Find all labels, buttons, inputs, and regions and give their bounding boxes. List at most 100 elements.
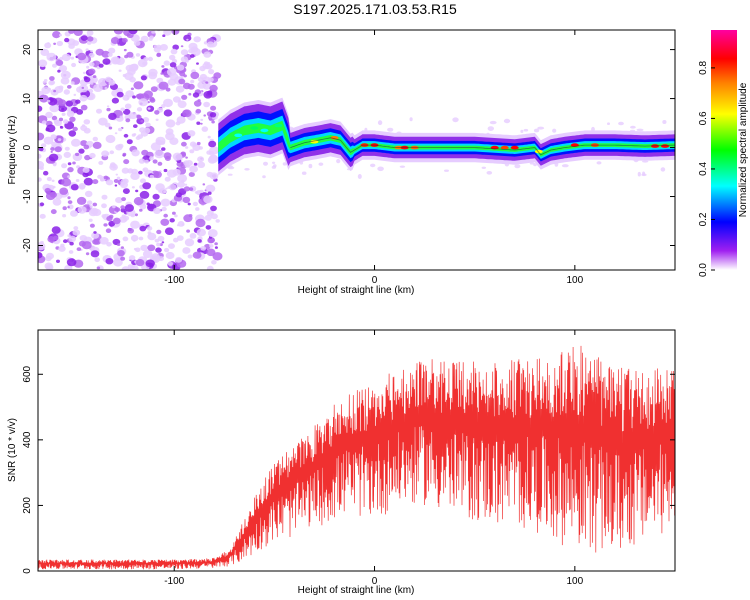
noise-blob bbox=[103, 223, 108, 227]
noise-blob bbox=[211, 260, 217, 265]
noise-blob bbox=[38, 105, 43, 112]
noise-blob bbox=[121, 197, 126, 202]
noise-blob bbox=[208, 77, 214, 82]
colorbar-tick-label: 0.0 bbox=[698, 263, 709, 277]
noise-blob bbox=[489, 120, 497, 125]
noise-blob bbox=[83, 177, 94, 186]
noise-blob bbox=[169, 73, 179, 81]
noise-blob bbox=[120, 179, 127, 185]
noise-blob bbox=[185, 156, 188, 159]
noise-blob bbox=[204, 61, 209, 65]
noise-blob bbox=[105, 76, 112, 83]
noise-blob bbox=[118, 69, 122, 72]
noise-blob bbox=[63, 239, 68, 244]
noise-blob bbox=[153, 207, 161, 214]
noise-blob bbox=[81, 124, 86, 127]
noise-blob bbox=[105, 258, 114, 265]
noise-blob bbox=[206, 248, 216, 257]
noise-blob bbox=[67, 162, 72, 166]
noise-blob bbox=[48, 153, 59, 162]
noise-blob bbox=[487, 126, 494, 131]
ridge-hotspot bbox=[510, 145, 519, 150]
noise-blob bbox=[147, 56, 153, 62]
noise-blob bbox=[177, 181, 185, 188]
noise-blob bbox=[133, 124, 138, 128]
noise-blob bbox=[89, 223, 95, 228]
noise-blob bbox=[86, 206, 91, 209]
noise-blob bbox=[123, 108, 131, 115]
noise-blob bbox=[43, 79, 48, 82]
noise-blob bbox=[59, 126, 64, 129]
noise-blob bbox=[38, 251, 43, 259]
noise-blob bbox=[180, 45, 184, 48]
noise-blob bbox=[61, 112, 66, 117]
noise-blob bbox=[263, 161, 268, 166]
noise-blob bbox=[54, 146, 62, 153]
noise-blob bbox=[56, 259, 60, 263]
noise-blob bbox=[49, 76, 55, 81]
noise-blob bbox=[114, 207, 121, 213]
noise-blob bbox=[113, 258, 123, 267]
noise-blob bbox=[53, 235, 59, 241]
noise-blob bbox=[185, 160, 193, 167]
noise-blob bbox=[106, 105, 110, 108]
noise-blob bbox=[50, 150, 53, 153]
noise-blob bbox=[204, 214, 212, 221]
noise-blob bbox=[188, 172, 195, 177]
noise-blob bbox=[64, 146, 70, 151]
noise-blob bbox=[103, 175, 109, 180]
noise-blob bbox=[135, 189, 139, 193]
colorbar-tick-label: 0.8 bbox=[698, 61, 709, 75]
noise-blob bbox=[163, 98, 173, 108]
noise-blob bbox=[193, 162, 198, 166]
noise-blob bbox=[205, 225, 212, 230]
noise-blob bbox=[105, 179, 114, 186]
noise-blob bbox=[175, 256, 183, 263]
noise-blob bbox=[101, 203, 107, 209]
noise-blob bbox=[122, 236, 129, 242]
noise-blob bbox=[142, 168, 146, 171]
noise-blob bbox=[86, 36, 94, 42]
y-tick-label: 0 bbox=[22, 568, 33, 574]
noise-blob bbox=[110, 37, 120, 44]
noise-blobs bbox=[38, 30, 668, 270]
x-tick-label: 0 bbox=[372, 275, 378, 286]
noise-blob bbox=[85, 48, 89, 51]
noise-blob bbox=[92, 60, 101, 68]
spectrogram-marks bbox=[38, 30, 675, 270]
noise-blob bbox=[101, 150, 109, 157]
noise-blob bbox=[197, 156, 205, 163]
noise-blob bbox=[65, 100, 74, 107]
noise-blob bbox=[163, 60, 170, 66]
ridge-green-band bbox=[218, 120, 675, 157]
colorbar-tick-label: 0.4 bbox=[698, 162, 709, 176]
noise-blob bbox=[120, 205, 125, 210]
noise-blob bbox=[172, 211, 176, 215]
noise-blob bbox=[147, 244, 156, 252]
noise-blob bbox=[89, 152, 96, 159]
noise-blob bbox=[117, 43, 121, 46]
noise-blob bbox=[192, 251, 202, 259]
noise-blob bbox=[200, 118, 204, 121]
noise-blob bbox=[72, 126, 78, 132]
noise-blob bbox=[176, 235, 184, 241]
noise-blob bbox=[209, 146, 220, 155]
noise-blob bbox=[82, 71, 86, 75]
noise-blob bbox=[96, 266, 101, 270]
noise-blob bbox=[101, 194, 108, 200]
noise-blob bbox=[660, 167, 666, 172]
noise-blob bbox=[92, 141, 102, 149]
noise-blob bbox=[157, 235, 165, 242]
noise-blob bbox=[124, 103, 132, 109]
noise-blob bbox=[144, 159, 149, 164]
noise-blob bbox=[206, 41, 215, 48]
noise-blob bbox=[44, 262, 53, 270]
noise-blob bbox=[148, 71, 158, 80]
noise-blob bbox=[77, 52, 87, 61]
noise-blob bbox=[273, 164, 277, 168]
noise-blob bbox=[140, 244, 149, 252]
noise-blob bbox=[154, 150, 165, 159]
noise-blob bbox=[38, 242, 46, 251]
noise-blob bbox=[192, 201, 198, 207]
noise-blob bbox=[164, 247, 170, 253]
